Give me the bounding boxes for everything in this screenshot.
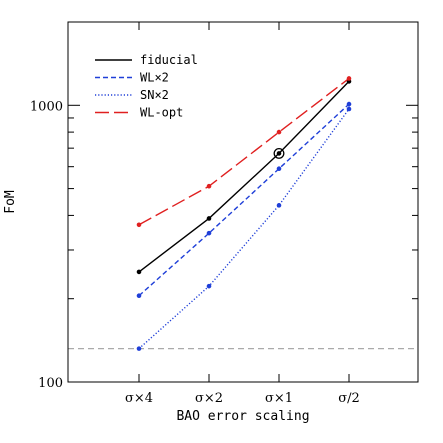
highlight-ring [273, 147, 285, 159]
data-point-wl-opt [136, 222, 142, 228]
data-point-wl-opt [206, 183, 212, 189]
series-line-fiducial [138, 80, 350, 273]
legend: fiducial WL×2 SN×2 WL-opt [95, 53, 198, 120]
x-tick-label: σ/2 [338, 391, 360, 406]
data-point-sn-2 [136, 346, 142, 351]
series-line-wl-opt [138, 77, 350, 226]
data-point-fiducial [136, 269, 142, 275]
data-point-wl-2 [136, 293, 142, 299]
legend-label-sn-2: SN×2 [140, 88, 169, 102]
data-point-wl-2 [276, 166, 282, 172]
plot-frame [67, 21, 419, 383]
x-tick-label: σ×4 [125, 391, 153, 406]
data-point-sn-2 [206, 283, 212, 289]
series-wl-opt [136, 76, 352, 228]
series-wl-2 [136, 101, 352, 299]
series-fiducial [136, 79, 352, 275]
data-point-sn-2 [346, 106, 352, 112]
y-axis-title: FoM [3, 190, 18, 214]
ticks-layer: σ×4 σ×2 σ×1 σ/2 100 1000 [30, 21, 418, 406]
legend-label-fiducial: fiducial [140, 53, 198, 67]
x-tick-label: σ×1 [265, 391, 293, 406]
data-point-wl-2 [206, 230, 212, 236]
data-point-wl-opt [276, 129, 282, 135]
data-point-fiducial [206, 216, 212, 221]
y-tick-label: 100 [38, 376, 63, 391]
data-point-wl-2 [346, 101, 352, 107]
x-tick-label: σ×2 [195, 391, 223, 406]
y-tick-label: 1000 [30, 99, 63, 114]
series-sn-2 [136, 106, 352, 351]
series-layer [136, 76, 352, 351]
highlight-layer [273, 147, 285, 159]
data-point-sn-2 [276, 203, 282, 208]
data-point-fiducial [276, 151, 282, 156]
series-line-wl-2 [138, 103, 350, 297]
legend-label-wl-opt: WL-opt [140, 106, 183, 120]
data-point-wl-opt [346, 76, 352, 81]
legend-label-wl-2: WL×2 [140, 71, 169, 85]
series-line-sn-2 [138, 108, 350, 350]
x-axis-title: BAO error scaling [176, 409, 309, 424]
